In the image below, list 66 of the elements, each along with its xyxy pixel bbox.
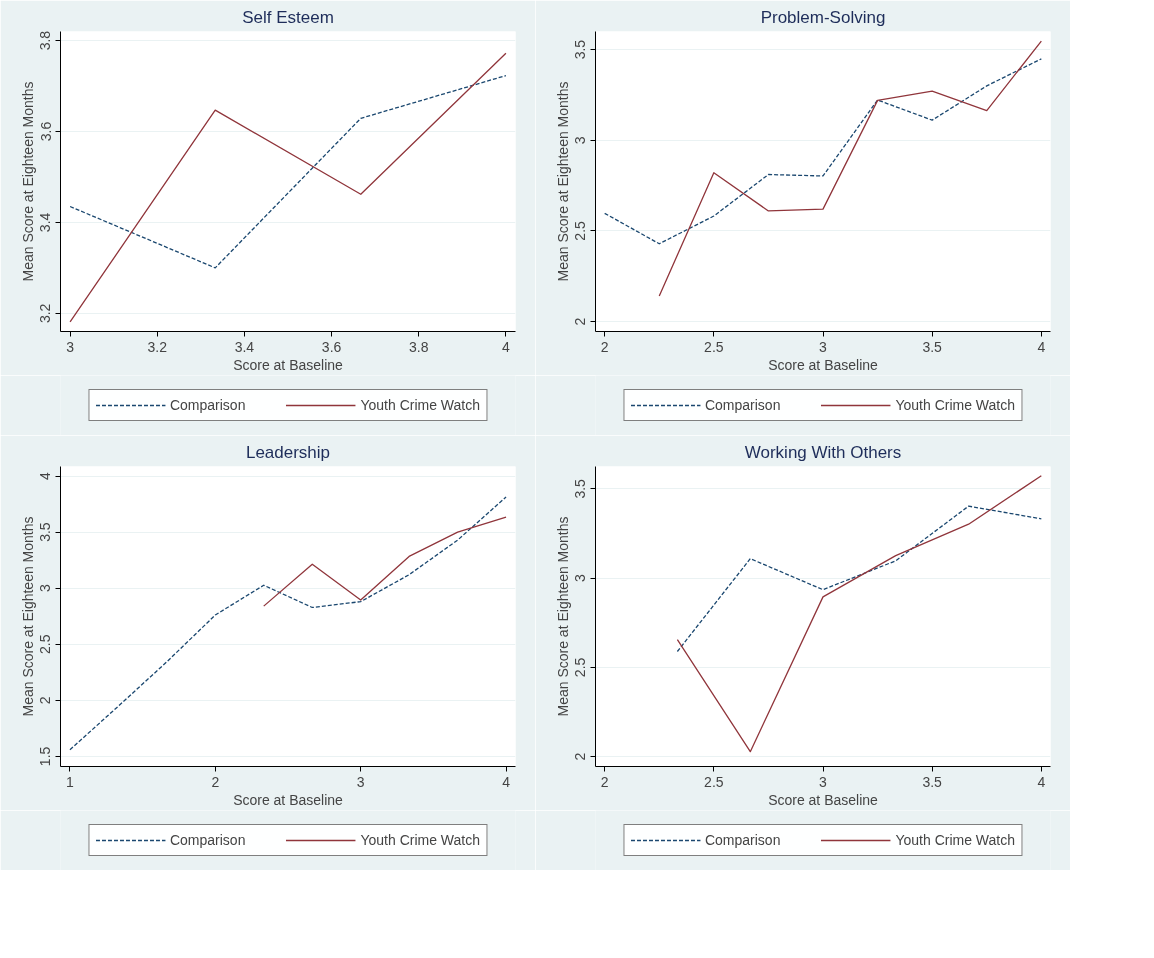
x-tick-label: 3.6 <box>321 338 342 355</box>
x-tick-label: 2 <box>211 773 220 790</box>
y-tick-label: 3.5 <box>572 39 589 60</box>
x-tick-label: 3.4 <box>234 338 255 355</box>
legend-label: Comparison <box>704 396 781 414</box>
x-tick-label: 3.5 <box>922 338 943 355</box>
x-tick-label: 3 <box>66 338 75 355</box>
x-tick-label: 2.5 <box>704 338 724 355</box>
x-tick-label: 2 <box>600 773 609 790</box>
y-tick-label: 3.5 <box>37 522 54 542</box>
line-series <box>658 40 1042 297</box>
x-tick-label: 4 <box>502 773 511 790</box>
x-tick-label: 3.5 <box>922 773 943 790</box>
x-axis-title: Score at Baseline <box>233 791 344 808</box>
line-series <box>69 74 507 269</box>
legend-label: Youth Crime Watch <box>360 396 481 414</box>
y-tick-label: 3.4 <box>37 212 54 233</box>
y-axis-title: Mean Score at Eighteen Months <box>19 81 36 282</box>
y-tick-label: 2 <box>572 317 589 326</box>
legend-label: Youth Crime Watch <box>895 831 1016 849</box>
x-axis-title: Score at Baseline <box>233 356 344 373</box>
line-series <box>676 505 1042 653</box>
legend-label: Youth Crime Watch <box>895 396 1016 414</box>
x-tick-label: 4 <box>1037 773 1046 790</box>
y-tick-label: 3 <box>572 574 589 582</box>
chart-title: Leadership <box>245 442 331 462</box>
x-tick-label: 4 <box>1037 338 1046 355</box>
x-tick-label: 3 <box>819 773 828 790</box>
line-series <box>69 496 507 751</box>
y-tick-label: 2.5 <box>572 220 589 241</box>
line-series <box>604 58 1042 245</box>
y-tick-label: 3.8 <box>37 30 54 51</box>
y-axis-title: Mean Score at Eighteen Months <box>554 81 571 282</box>
chart-title: Self Esteem <box>242 7 334 27</box>
y-axis-title: Mean Score at Eighteen Months <box>554 516 571 717</box>
legend-label: Comparison <box>169 396 246 414</box>
y-tick-label: 1.5 <box>37 746 54 767</box>
x-tick-label: 2.5 <box>704 773 724 790</box>
legend-label: Comparison <box>704 831 781 849</box>
x-axis-title: Score at Baseline <box>768 791 879 808</box>
y-tick-label: 3.2 <box>37 303 54 324</box>
y-tick-label: 3 <box>37 584 54 593</box>
y-tick-label: 3.5 <box>572 478 589 499</box>
x-tick-label: 3 <box>356 773 365 790</box>
line-series <box>676 475 1042 753</box>
x-tick-label: 3 <box>819 338 828 355</box>
x-tick-label: 4 <box>502 338 511 355</box>
y-tick-label: 2.5 <box>572 657 589 678</box>
x-tick-label: 3.2 <box>147 338 168 355</box>
y-tick-label: 2.5 <box>37 634 54 654</box>
y-axis-title: Mean Score at Eighteen Months <box>19 516 36 717</box>
x-tick-label: 1 <box>66 773 75 790</box>
chart-title: Working With Others <box>744 442 902 462</box>
x-tick-label: 2 <box>600 338 609 355</box>
y-tick-label: 3.6 <box>37 121 54 142</box>
chart-title: Problem-Solving <box>760 7 886 27</box>
legend-label: Comparison <box>169 831 246 849</box>
y-tick-label: 2 <box>572 752 589 761</box>
line-series <box>69 52 507 323</box>
x-axis-title: Score at Baseline <box>768 356 879 373</box>
y-tick-label: 2 <box>37 696 54 705</box>
y-tick-label: 3 <box>572 136 589 145</box>
line-series <box>263 516 507 607</box>
x-tick-label: 3.8 <box>409 338 429 355</box>
y-tick-label: 4 <box>37 471 54 480</box>
legend-label: Youth Crime Watch <box>360 831 481 849</box>
